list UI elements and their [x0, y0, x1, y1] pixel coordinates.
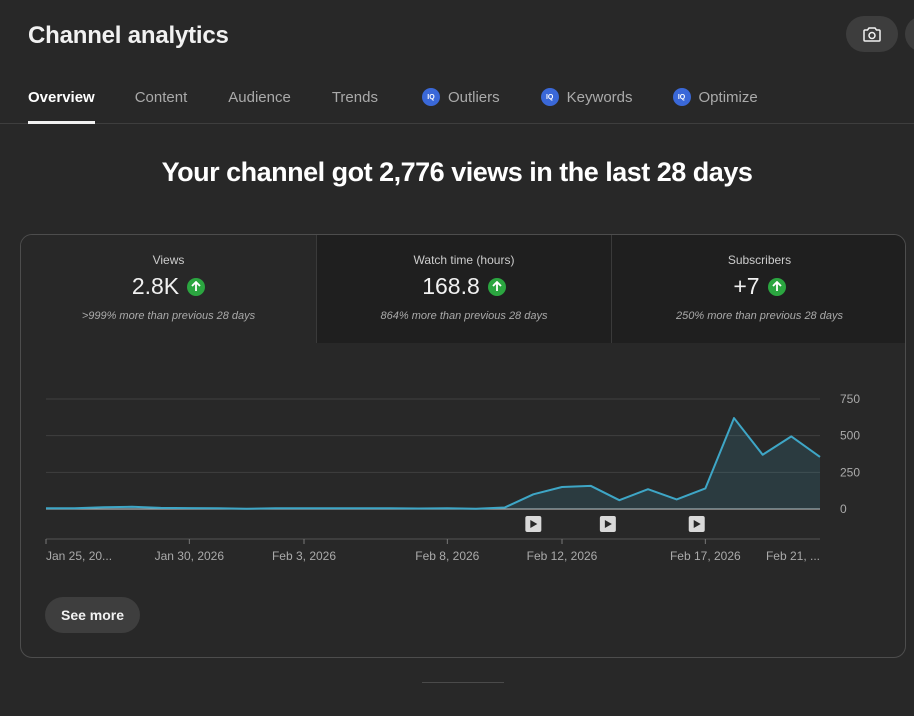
x-tick-label: Jan 25, 20...: [46, 549, 112, 563]
metric-value-row: 168.8: [317, 273, 611, 300]
tab-keywords[interactable]: IQ Keywords: [540, 88, 633, 124]
x-tick-label: Feb 12, 2026: [527, 549, 598, 563]
play-icon: [693, 520, 701, 528]
views-chart: 0 250 500 750 Jan 25, 20... Jan 30, 2026 Feb 3…: [45, 392, 860, 563]
metric-label: Views: [152, 253, 185, 267]
metric-comparison: 864% more than previous 28 days: [380, 310, 548, 322]
metric-comparison: >999% more than previous 28 days: [81, 310, 256, 322]
metric-label: Subscribers: [727, 253, 792, 267]
arrow-up-icon: [487, 277, 506, 296]
metric-label: Watch time (hours): [413, 253, 515, 267]
arrow-up-icon: [767, 277, 786, 296]
play-icon: [530, 520, 538, 528]
tab-label: Content: [134, 89, 188, 106]
metric-views[interactable]: Views 2.8K >999% more than previous 28 d…: [21, 235, 316, 343]
play-icon: [604, 520, 612, 528]
tab-outliers[interactable]: IQ Outliers: [421, 88, 500, 124]
views-headline: Your channel got 2,776 views in the last…: [161, 157, 753, 187]
vidiq-badge-icon: IQ: [421, 88, 440, 106]
more-button[interactable]: [905, 16, 914, 52]
x-tick-label: Feb 3, 2026: [272, 549, 336, 563]
page-header: Channel analytics Overview Content Audie…: [0, 0, 914, 124]
tab-overview[interactable]: Overview: [28, 89, 95, 124]
y-tick-label: 750: [840, 392, 860, 406]
tab-label: Keywords: [566, 89, 633, 106]
x-tick-label: Jan 30, 2026: [155, 549, 225, 563]
metric-value-row: +7: [612, 273, 905, 300]
x-tick-label: Feb 21, ...: [766, 549, 820, 563]
x-tick-label: Feb 17, 2026: [670, 549, 741, 563]
arrow-up-icon: [187, 277, 206, 296]
metric-tabs: Views 2.8K >999% more than previous 28 d…: [21, 235, 905, 343]
metric-comparison: 250% more than previous 28 days: [676, 310, 843, 322]
tab-label: Trends: [331, 89, 378, 106]
vidiq-badge-icon: IQ: [672, 88, 691, 106]
chart-series-line: [46, 417, 821, 510]
divider: [422, 682, 504, 683]
see-more-button[interactable]: See more: [45, 597, 141, 633]
x-tick-label: Feb 8, 2026: [415, 549, 479, 563]
camera-icon: [863, 27, 881, 42]
y-tick-label: 250: [840, 465, 860, 479]
y-tick-label: 500: [840, 429, 860, 443]
metric-value-row: 2.8K: [21, 273, 316, 300]
overview-card: Views 2.8K >999% more than previous 28 d…: [20, 234, 906, 658]
tab-audience[interactable]: Audience: [228, 89, 291, 124]
metric-watch-time[interactable]: Watch time (hours) 168.8 864% more than …: [316, 235, 611, 343]
tab-optimize[interactable]: IQ Optimize: [672, 88, 758, 124]
metric-value: +7: [733, 273, 760, 299]
y-tick-label: 0: [840, 502, 847, 516]
page-title: Channel analytics: [28, 22, 229, 49]
tab-trends[interactable]: Trends: [332, 89, 378, 124]
metric-value: 2.8K: [131, 273, 180, 299]
metric-value: 168.8: [422, 273, 480, 299]
chart-area-fill: [46, 418, 820, 509]
tab-label: Optimize: [698, 89, 758, 106]
tab-label: Overview: [28, 89, 95, 106]
tab-label: Outliers: [447, 89, 500, 106]
tab-content[interactable]: Content: [135, 89, 188, 124]
tab-label: Audience: [228, 89, 291, 106]
analytics-tabs: Overview Content Audience Trends IQ Outl…: [28, 88, 758, 124]
camera-button[interactable]: [846, 16, 898, 52]
vidiq-badge-icon: IQ: [540, 88, 559, 106]
metric-subscribers[interactable]: Subscribers +7 250% more than previous 2…: [611, 235, 905, 343]
